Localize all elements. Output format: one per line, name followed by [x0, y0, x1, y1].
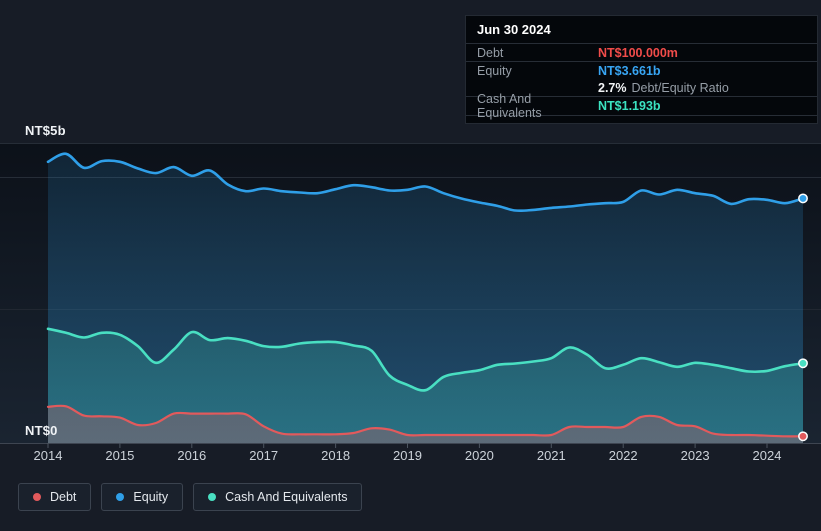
tooltip-equity-value: NT$3.661b	[598, 63, 661, 78]
x-axis-label-2018: 2018	[321, 448, 351, 463]
tooltip-equity-row: Equity NT$3.661b	[466, 61, 817, 79]
debt-area	[48, 405, 803, 443]
tooltip-cash-row: Cash And Equivalents NT$1.193b	[466, 92, 817, 120]
equity-end-marker	[798, 193, 808, 204]
cash-and-equivalents-line	[46, 327, 805, 392]
legend-item-equity[interactable]: Equity	[101, 483, 184, 511]
tooltip-cash-label: Cash And Equivalents	[477, 92, 542, 120]
tooltip-debt-label: Debt	[477, 45, 504, 60]
legend-item-debt[interactable]: Debt	[18, 483, 92, 511]
legend-item-cash[interactable]: Cash And Equivalents	[193, 483, 363, 511]
y-axis-max-label: NT$5b	[25, 123, 66, 138]
x-axis-label-2016: 2016	[177, 448, 207, 463]
cash-and-equivalents-end-marker	[798, 358, 808, 369]
chart-tooltip: Jun 30 2024 Debt NT$100.000m Equity NT$3…	[465, 15, 818, 124]
x-axis-label-2019: 2019	[393, 448, 422, 463]
debt-end-marker	[798, 431, 808, 442]
tooltip-ratio-label: Debt/Equity Ratio	[631, 80, 729, 95]
legend-cash-label: Cash And Equivalents	[225, 490, 348, 504]
tooltip-ratio: 2.7% Debt/Equity Ratio	[598, 81, 729, 95]
x-axis-label-2022: 2022	[608, 448, 638, 463]
tooltip-debt-row: Debt NT$100.000m	[466, 43, 817, 61]
tooltip-ratio-row: 2.7% Debt/Equity Ratio	[466, 79, 817, 96]
debt-dot-icon	[33, 493, 41, 501]
cash-dot-icon	[208, 493, 217, 501]
x-axis-label-2020: 2020	[464, 448, 494, 463]
tooltip-date: Jun 30 2024	[477, 22, 551, 37]
x-axis-label-2014: 2014	[33, 448, 63, 463]
x-axis-label-2023: 2023	[680, 448, 710, 463]
debt-line	[46, 404, 805, 438]
legend-equity-label: Equity	[133, 490, 169, 504]
tooltip-ratio-value: 2.7%	[598, 80, 627, 95]
x-axis-label-2017: 2017	[249, 448, 279, 463]
y-axis-zero-label: NT$0	[25, 423, 58, 438]
x-axis-label-2021: 2021	[536, 448, 566, 463]
x-axis-label-2024: 2024	[752, 448, 782, 463]
tooltip-cash-value: NT$1.193b	[598, 99, 661, 113]
x-axis-label-2015: 2015	[105, 448, 135, 463]
equity-dot-icon	[116, 493, 125, 501]
chart-legend: Debt Equity Cash And Equivalents	[18, 483, 363, 511]
tooltip-debt-value: NT$100.000m	[598, 45, 678, 60]
legend-debt-label: Debt	[50, 490, 77, 504]
equity-line	[46, 152, 805, 213]
tooltip-equity-label: Equity	[477, 63, 512, 78]
